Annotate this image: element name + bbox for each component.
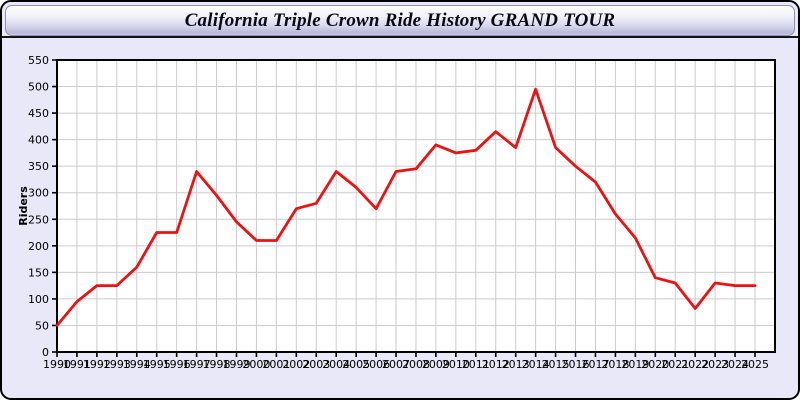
- chart-title: California Triple Crown Ride History GRA…: [184, 9, 616, 31]
- x-tick-label: 2006: [362, 358, 390, 371]
- x-tick-label: 2022: [681, 358, 709, 371]
- y-tick-label: 550: [28, 54, 49, 67]
- y-tick-label: 200: [28, 240, 49, 253]
- y-tick-label: 500: [28, 81, 49, 94]
- x-tick-label: 2020: [641, 358, 669, 371]
- x-tick-label: 2016: [562, 358, 590, 371]
- x-tick-label: 2018: [601, 358, 629, 371]
- riders-line: [55, 87, 757, 327]
- y-tick-label: 50: [35, 319, 49, 332]
- x-tick-label: 2011: [462, 358, 490, 371]
- x-tick-label: 2024: [721, 358, 749, 371]
- x-tick-label: 2002: [282, 358, 310, 371]
- x-tick-label: 2007: [382, 358, 410, 371]
- x-tick-label: 2023: [701, 358, 729, 371]
- x-tick-label: 2008: [402, 358, 430, 371]
- x-tick-label: 2014: [522, 358, 550, 371]
- x-tick-label: 2015: [542, 358, 570, 371]
- x-tick-label: 2019: [621, 358, 649, 371]
- x-tick-label: 2017: [581, 358, 609, 371]
- x-tick-label: 2013: [502, 358, 530, 371]
- x-tick-label: 1999: [222, 358, 250, 371]
- y-tick-label: 0: [42, 346, 49, 359]
- x-tick-label: 2009: [422, 358, 450, 371]
- titlebar: California Triple Crown Ride History GRA…: [2, 2, 798, 38]
- y-tick-label: 350: [28, 160, 49, 173]
- x-tick-label: 2003: [302, 358, 330, 371]
- x-tick-label: 1996: [163, 358, 191, 371]
- y-tick-label: 300: [28, 187, 49, 200]
- x-tick-label: 2012: [482, 358, 510, 371]
- y-tick-label: 100: [28, 293, 49, 306]
- x-tick-label: 2001: [262, 358, 290, 371]
- x-tick-label: 2010: [442, 358, 470, 371]
- y-tick-label: 150: [28, 266, 49, 279]
- x-tick-label: 1998: [203, 358, 231, 371]
- x-tick-label: 2021: [661, 358, 689, 371]
- x-tick-label: 1992: [83, 358, 111, 371]
- x-tick-label: 1991: [63, 358, 91, 371]
- x-tick-label: 2004: [322, 358, 350, 371]
- x-tick-label: 1993: [103, 358, 131, 371]
- x-tick-label: 1994: [123, 358, 151, 371]
- x-tick-label: 1995: [143, 358, 171, 371]
- chart-region: 0 50 100 150 200 250 300 350 400 450 500 550 1990 199…: [2, 38, 798, 398]
- y-tick-label: 400: [28, 134, 49, 147]
- x-tick-label: 1990: [43, 358, 71, 371]
- x-tick-label: 2005: [342, 358, 370, 371]
- titlebar-panel: California Triple Crown Ride History GRA…: [5, 5, 795, 36]
- y-tick-label: 450: [28, 107, 49, 120]
- x-tick-label: 2025: [741, 358, 769, 371]
- y-tick-label: 250: [28, 213, 49, 226]
- chart-svg: 0501001502002503003504004505005501990199…: [17, 54, 776, 371]
- x-tick-label: 1997: [183, 358, 211, 371]
- x-tick-label: 2000: [242, 358, 270, 371]
- y-axis-title: Riders: [17, 186, 30, 226]
